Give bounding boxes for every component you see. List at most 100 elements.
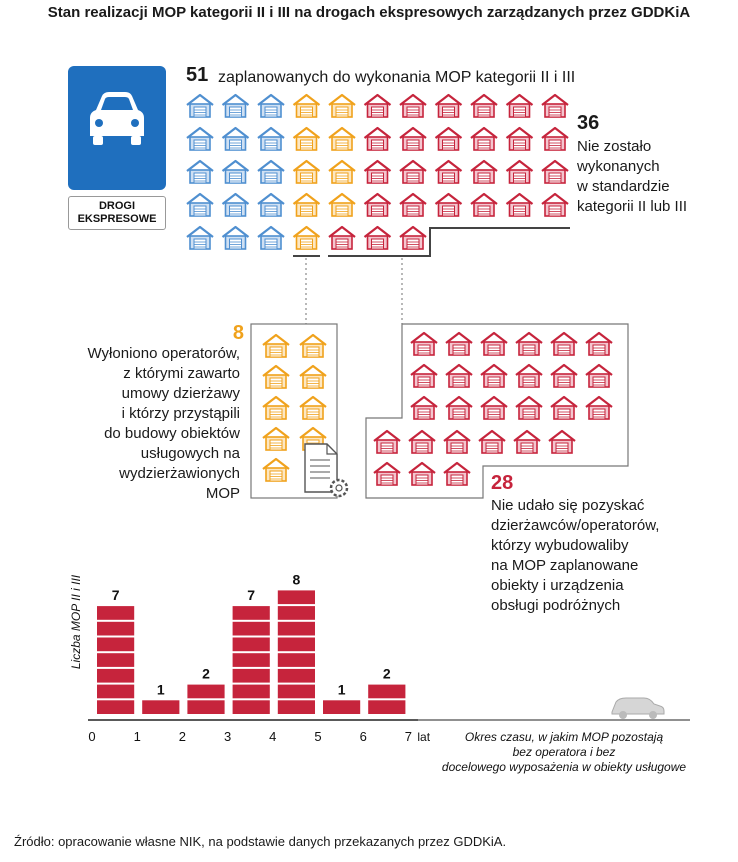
house-orange-icon	[299, 426, 327, 451]
operators-line: do budowy obiektów	[104, 425, 240, 442]
house-red-icon	[585, 363, 613, 388]
bar-value-label: 2	[383, 666, 391, 682]
house-blue-icon	[257, 225, 285, 250]
house-red-icon	[399, 93, 427, 118]
house-blue-icon	[221, 93, 250, 118]
not-done-line: Nie zostało	[577, 138, 652, 155]
house-orange-icon	[262, 364, 290, 389]
house-red-icon	[515, 363, 543, 388]
house-red-icon	[541, 192, 569, 217]
operators-box	[250, 323, 338, 499]
house-red-icon	[470, 159, 498, 184]
house-orange-icon	[328, 159, 356, 184]
house-red-icon	[445, 363, 473, 388]
house-orange-icon	[292, 225, 321, 250]
house-orange-icon	[292, 159, 321, 184]
bar	[97, 606, 135, 714]
car-silhouette-icon	[611, 697, 665, 719]
house-red-icon	[470, 126, 498, 151]
no-tenants-text: Nie udało się pozyskać dzierżawców/opera…	[491, 496, 659, 616]
house-red-icon	[399, 126, 427, 151]
no-tenants-line: dzierżawców/operatorów,	[491, 517, 660, 534]
not-done-line: wykonanych	[577, 158, 660, 175]
house-red-icon	[470, 192, 498, 217]
house-orange-icon	[299, 333, 327, 358]
document-gear-icon	[304, 443, 349, 498]
house-orange-icon	[262, 457, 290, 482]
house-red-icon	[550, 363, 578, 388]
bar-value-label: 2	[202, 666, 210, 682]
house-orange-icon	[262, 395, 290, 420]
sign-label-line2: EKSPRESOWE	[77, 213, 157, 225]
no-tenants-line: obiekty i urządzenia	[491, 577, 624, 594]
house-blue-icon	[221, 126, 250, 151]
house-red-icon	[399, 192, 427, 217]
house-blue-icon	[221, 159, 250, 184]
page-title: Stan realizacji MOP kategorii II i III n…	[47, 4, 691, 21]
house-orange-icon	[292, 93, 321, 118]
x-tick-label: 0	[88, 729, 95, 744]
house-blue-icon	[257, 126, 285, 151]
total-number: 51	[186, 64, 209, 86]
operators-line: wydzierżawionych	[119, 465, 240, 482]
house-red-icon	[515, 331, 543, 356]
not-done-line: w standardzie	[577, 178, 670, 195]
house-red-icon	[363, 159, 392, 184]
house-orange-icon	[292, 192, 321, 217]
house-red-icon	[445, 331, 473, 356]
not-done-number: 36	[577, 112, 600, 134]
house-red-icon	[410, 395, 438, 420]
x-tick-label: 4	[269, 729, 276, 744]
no-tenants-line: Nie udało się pozyskać	[491, 497, 645, 514]
bar	[277, 590, 315, 714]
house-red-icon	[478, 429, 506, 454]
house-blue-icon	[186, 126, 214, 151]
bar-value-label: 8	[293, 571, 301, 587]
not-done-line: kategorii II lub III	[577, 198, 688, 215]
house-blue-icon	[257, 93, 285, 118]
no-tenants-line: obsługi podróżnych	[491, 597, 621, 614]
house-red-icon	[550, 331, 578, 356]
house-red-icon	[363, 192, 392, 217]
bar	[232, 606, 270, 714]
house-red-icon	[408, 461, 436, 486]
house-red-icon	[363, 93, 392, 118]
house-red-icon	[541, 93, 569, 118]
operators-line: i którzy przystąpili	[121, 405, 240, 422]
house-red-icon	[434, 192, 463, 217]
operators-line: Wyłoniono operatorów,	[87, 345, 240, 362]
no-tenants-line: na MOP zaplanowane	[491, 557, 639, 574]
house-red-icon	[480, 395, 508, 420]
house-orange-icon	[292, 126, 321, 151]
house-orange-icon	[299, 364, 327, 389]
house-red-icon	[513, 429, 541, 454]
house-red-icon	[434, 93, 463, 118]
operators-line: MOP	[205, 485, 240, 502]
house-red-icon	[434, 159, 463, 184]
house-red-icon	[408, 429, 436, 454]
sign-plate	[68, 66, 166, 190]
house-red-icon	[399, 159, 427, 184]
house-orange-icon	[328, 192, 356, 217]
x-tick-label: 6	[360, 729, 367, 744]
x-axis-label-line: docelowego wyposażenia w obiekty usługow…	[442, 760, 686, 774]
house-orange-icon	[328, 126, 356, 151]
bar	[142, 700, 180, 714]
bar-value-label: 1	[157, 681, 165, 697]
house-red-icon	[548, 429, 576, 454]
bar	[368, 684, 406, 714]
house-blue-icon	[186, 192, 214, 217]
house-red-icon	[541, 159, 569, 184]
house-red-icon	[443, 429, 471, 454]
house-red-icon	[445, 395, 473, 420]
house-red-icon	[373, 429, 401, 454]
bar-value-label: 7	[247, 587, 255, 603]
x-unit-label: lat	[417, 730, 430, 744]
house-red-icon	[541, 126, 569, 151]
house-red-icon	[434, 126, 463, 151]
house-red-icon	[550, 395, 578, 420]
house-red-icon	[505, 159, 534, 184]
house-red-icon	[363, 126, 392, 151]
house-red-icon	[410, 363, 438, 388]
total-text: zaplanowanych do wykonania MOP kategorii…	[218, 69, 576, 86]
